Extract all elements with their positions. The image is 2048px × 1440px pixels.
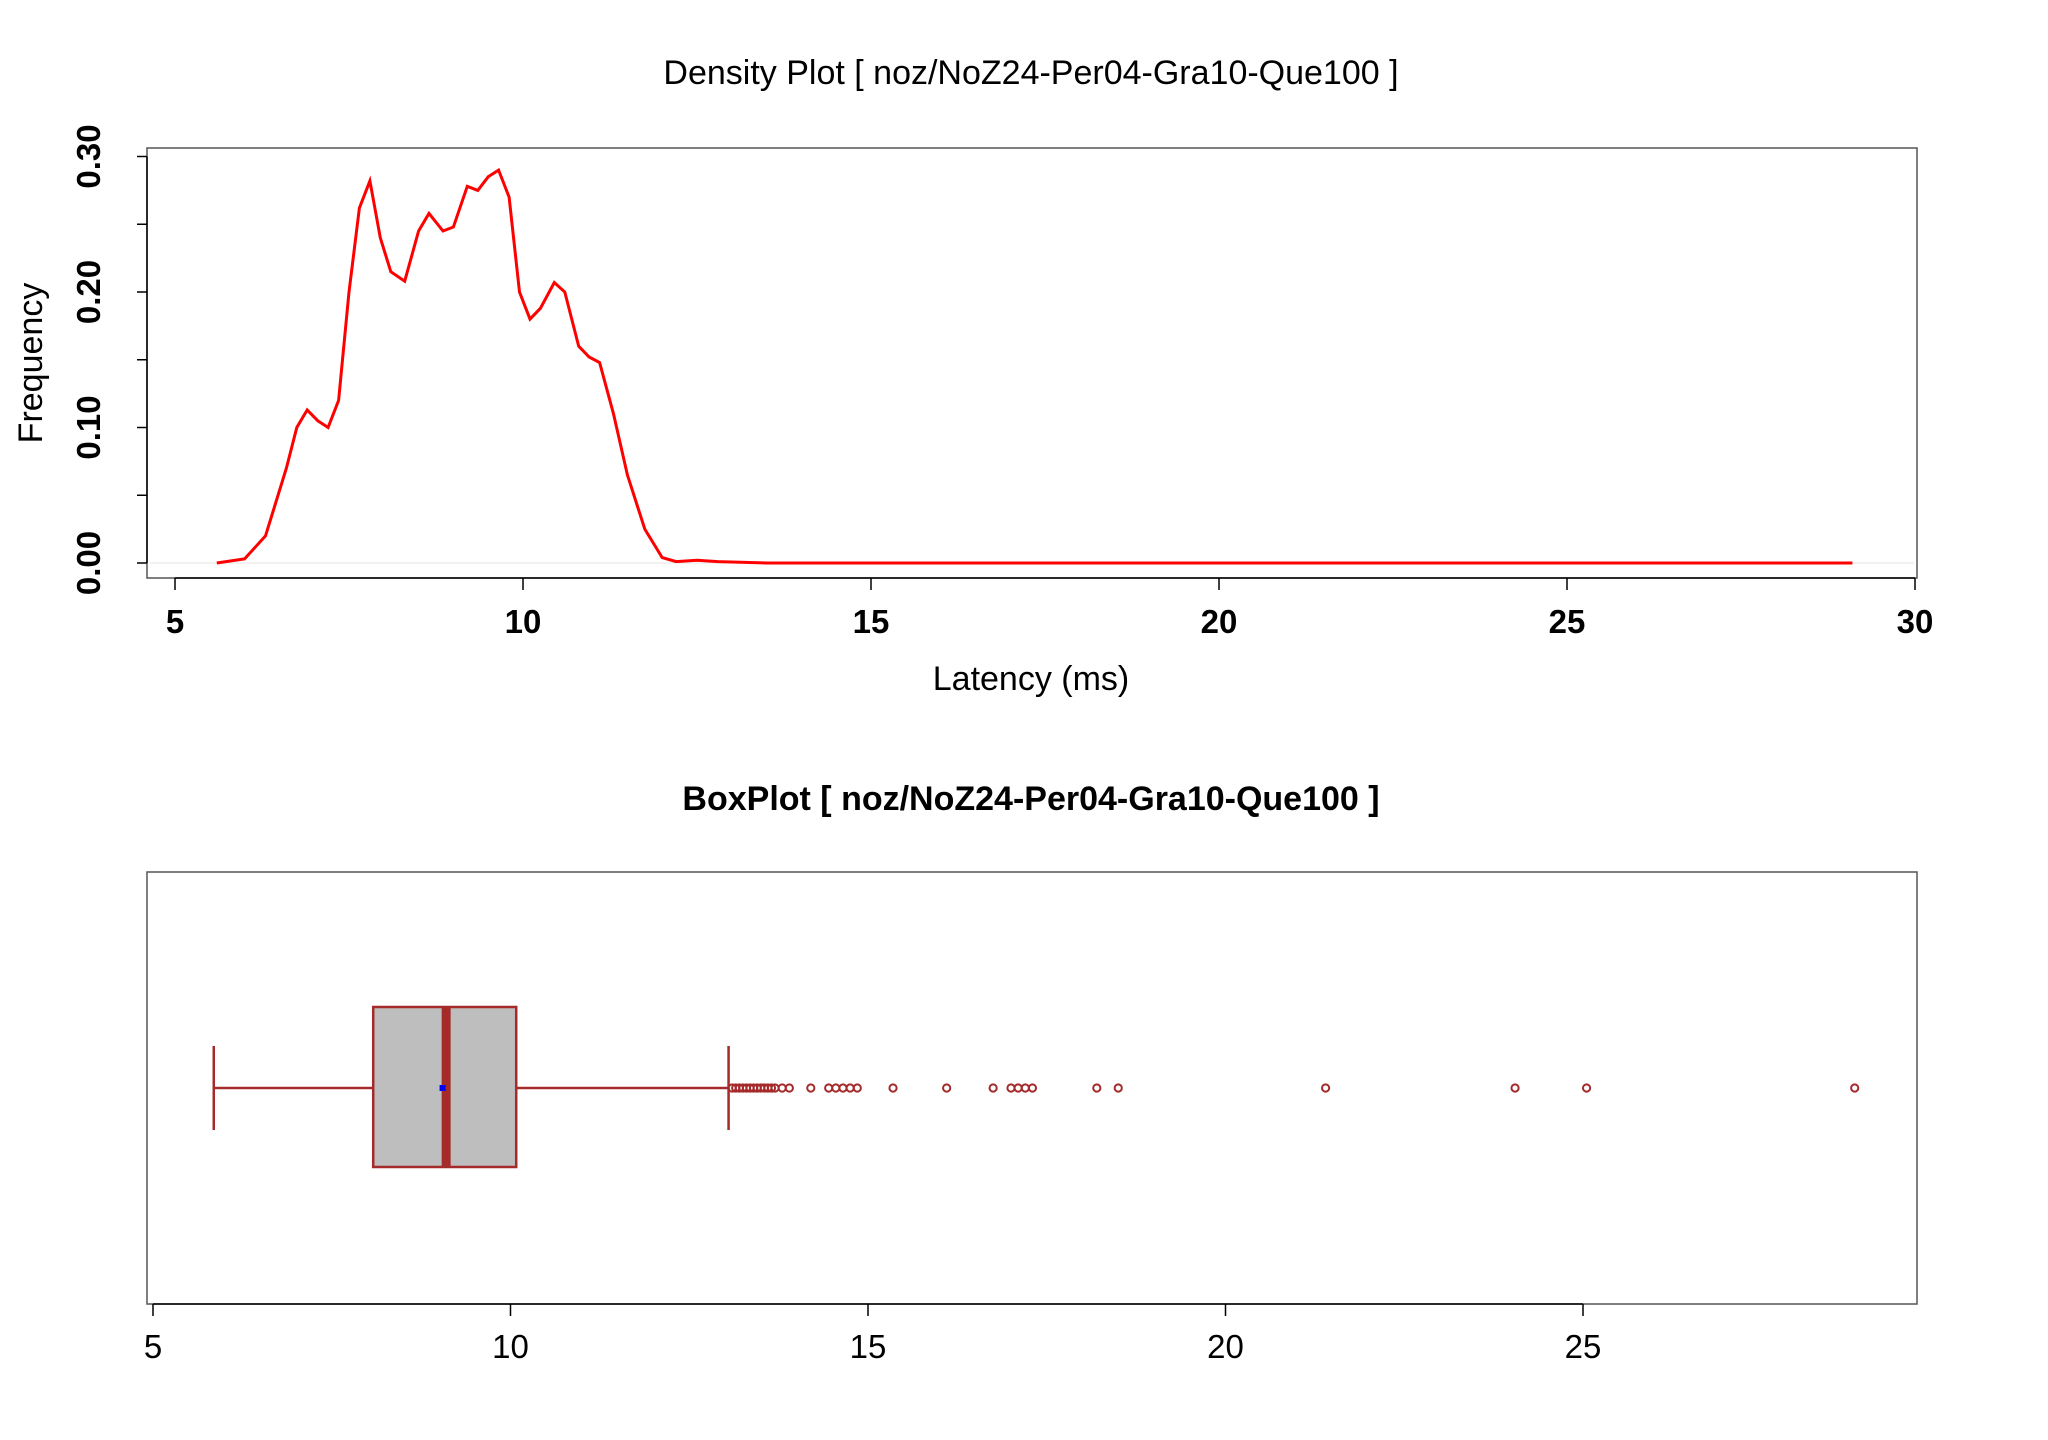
outlier-point xyxy=(942,1083,952,1093)
boxplot-marks xyxy=(212,1005,1860,1169)
density-curve xyxy=(216,167,1853,565)
outlier-point xyxy=(1581,1083,1592,1093)
outlier-point xyxy=(777,1083,787,1093)
density-y-tick-label: 0.10 xyxy=(70,395,107,459)
boxplot-x-tick-label: 15 xyxy=(850,1328,887,1365)
density-title: Density Plot [ noz/NoZ24-Per04-Gra10-Que… xyxy=(663,54,1398,92)
outlier-point xyxy=(1013,1083,1023,1093)
outlier-point xyxy=(838,1083,848,1093)
density-x-tick-label: 15 xyxy=(853,603,890,640)
outlier-point xyxy=(806,1083,816,1093)
outlier-point xyxy=(988,1083,998,1093)
density-y-label: Frequency xyxy=(12,283,50,444)
mean-marker xyxy=(439,1085,446,1091)
density-x-label: Latency (ms) xyxy=(933,660,1130,698)
density-x-tick-label: 25 xyxy=(1549,603,1586,640)
density-x-axis: 5 10 15 20 25 30 xyxy=(166,577,1934,640)
outlier-point xyxy=(1321,1083,1331,1093)
outlier-point xyxy=(1006,1083,1016,1093)
outlier-point xyxy=(852,1083,862,1093)
outlier-point xyxy=(784,1083,794,1093)
density-x-tick-label: 30 xyxy=(1897,603,1934,640)
density-x-tick-label: 5 xyxy=(166,603,184,640)
density-y-tick-label: 0.20 xyxy=(70,260,107,324)
density-y-axis: 0.00 0.10 0.20 0.30 xyxy=(70,124,1914,595)
box-plot: BoxPlot [ noz/NoZ24-Per04-Gra10-Que100 ]… xyxy=(144,780,1918,1365)
outlier-point xyxy=(888,1083,898,1093)
outlier-point xyxy=(1092,1083,1102,1093)
boxplot-x-axis: 5 10 15 20 25 xyxy=(144,1303,1602,1365)
boxplot-title: BoxPlot [ noz/NoZ24-Per04-Gra10-Que100 ] xyxy=(682,780,1379,818)
density-x-tick-label: 10 xyxy=(505,603,542,640)
outlier-point xyxy=(1510,1083,1520,1093)
outlier-point xyxy=(766,1083,777,1093)
density-plot: Density Plot [ noz/NoZ24-Per04-Gra10-Que… xyxy=(12,54,1933,698)
outlier-point xyxy=(831,1083,841,1093)
boxplot-x-tick-label: 10 xyxy=(492,1328,529,1365)
density-plot-frame xyxy=(146,147,1918,579)
outlier-point xyxy=(1113,1083,1123,1093)
density-x-tick-label: 20 xyxy=(1201,603,1238,640)
outlier-point xyxy=(824,1083,834,1093)
outlier-point xyxy=(1850,1083,1860,1093)
density-y-tick-label: 0.30 xyxy=(70,124,107,188)
outlier-point xyxy=(845,1083,855,1093)
outlier-point xyxy=(1027,1083,1038,1093)
boxplot-x-tick-label: 20 xyxy=(1207,1328,1244,1365)
boxplot-x-tick-label: 25 xyxy=(1565,1328,1602,1365)
outlier-point xyxy=(1020,1083,1030,1093)
boxplot-x-tick-label: 5 xyxy=(144,1328,162,1365)
density-y-tick-label: 0.00 xyxy=(70,531,107,595)
